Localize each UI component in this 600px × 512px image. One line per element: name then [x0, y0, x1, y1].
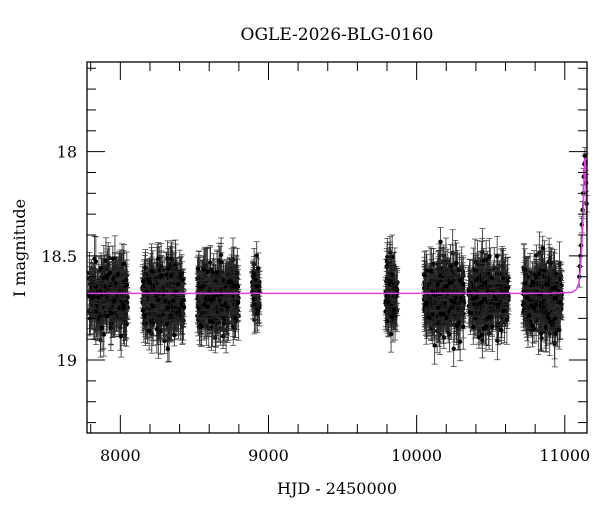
axis-ticks: [87, 62, 587, 433]
y-tick-labels: 18 18.5 19: [41, 143, 77, 370]
photometry-points: [86, 147, 590, 368]
x-tick-label: 9000: [248, 446, 289, 465]
chart-title: OGLE-2026-BLG-0160: [241, 25, 434, 45]
x-tick-label: 11000: [539, 446, 590, 465]
y-tick-label: 19: [57, 351, 77, 370]
x-tick-label: 8000: [100, 446, 141, 465]
plot-frame: [86, 61, 588, 434]
y-axis-label: I magnitude: [10, 199, 29, 297]
x-axis-label: HJD - 2450000: [277, 479, 397, 498]
y-tick-label: 18.5: [41, 247, 77, 266]
y-tick-label: 18: [57, 143, 77, 162]
x-tick-labels: 8000 9000 10000 11000: [100, 446, 590, 465]
x-tick-label: 10000: [391, 446, 442, 465]
model-curve: [87, 157, 588, 295]
